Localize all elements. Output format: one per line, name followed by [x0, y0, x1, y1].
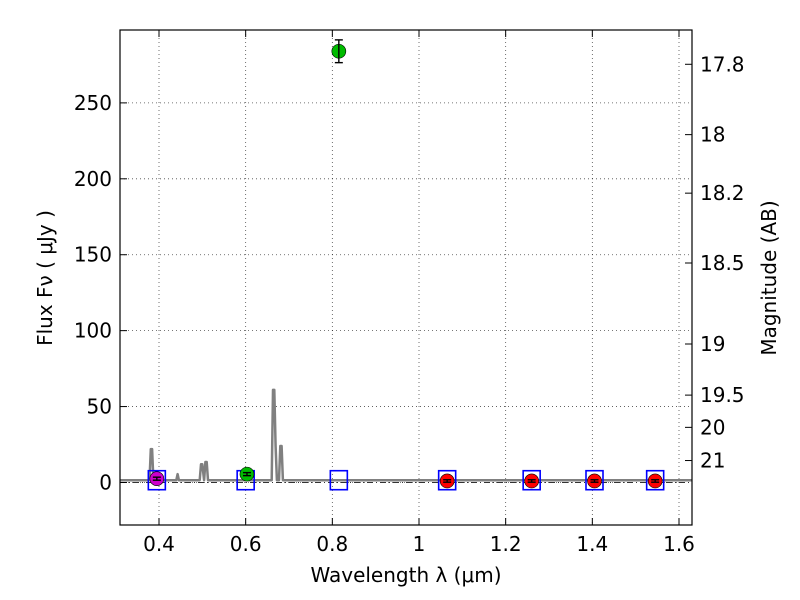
x-axis-label: Wavelength λ (μm): [310, 563, 501, 587]
ticks-layer: 0.4 0.6 0.8 1 1.2 1.4 1.6 0 50 100 150 200 250 17.8 18…: [74, 30, 745, 556]
y-tick-label: 0: [99, 470, 112, 494]
x-tick-label: 1.6: [663, 532, 695, 556]
model-photometry-square: [585, 469, 604, 491]
plot-area: [120, 30, 692, 525]
x-tick-label: 0.4: [143, 532, 175, 556]
y-tick-label: 250: [74, 91, 112, 115]
data-layer: [120, 39, 692, 491]
plot-frame: [119, 29, 693, 526]
model-photometry-square: [329, 469, 349, 491]
model-photometry-square: [147, 469, 167, 491]
x-tick-label: 0.6: [230, 532, 262, 556]
y2-axis-label: Magnitude (AB): [757, 200, 781, 355]
x-tick-label: 0.8: [316, 532, 348, 556]
y-tick-label: 200: [74, 167, 112, 191]
mag-tick-label: 18: [700, 123, 725, 147]
x-tick-label: 1.2: [490, 532, 522, 556]
mag-tick-label: 21: [700, 449, 725, 473]
mag-tick-label: 19.5: [700, 383, 745, 407]
model-photometry-square: [522, 469, 541, 491]
model-photometry-square: [437, 469, 457, 491]
x-tick-label: 1.4: [576, 532, 608, 556]
y-tick-label: 50: [87, 395, 112, 419]
mag-tick-label: 20: [700, 415, 725, 439]
mag-tick-label: 17.8: [700, 52, 745, 76]
mag-tick-label: 18.5: [700, 251, 745, 275]
mag-tick-label: 19: [700, 332, 725, 356]
model-photometry-square: [645, 469, 665, 491]
mag-tick-label: 18.2: [700, 181, 745, 205]
y-tick-label: 150: [74, 243, 112, 267]
y-tick-label: 100: [74, 319, 112, 343]
x-tick-label: 1: [413, 532, 426, 556]
y-axis-label: Flux Fν ( μJy ): [33, 210, 57, 346]
